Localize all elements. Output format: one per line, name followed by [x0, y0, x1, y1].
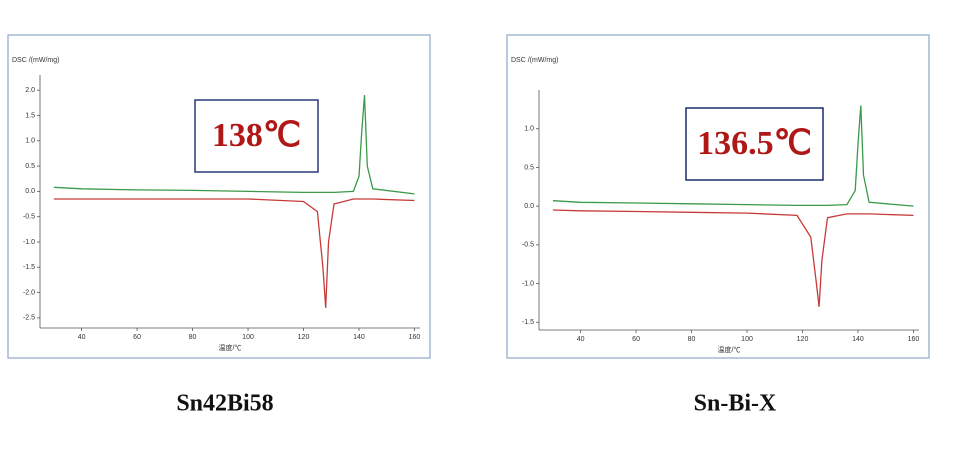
x-tick-label: 140: [852, 336, 864, 343]
caption: Sn42Bi58: [176, 391, 273, 417]
series-line: [53, 198, 415, 308]
series-line: [552, 105, 914, 207]
y-tick-label: 0.5: [25, 163, 35, 170]
x-axis-label: 温度/℃: [219, 343, 242, 352]
y-tick-label: 0.0: [524, 203, 534, 210]
x-tick-label: 160: [908, 336, 920, 343]
x-tick-label: 80: [189, 334, 197, 341]
y-tick-label: 0.5: [524, 164, 534, 171]
x-tick-label: 120: [797, 336, 809, 343]
y-tick-label: 0.0: [25, 188, 35, 195]
y-tick-label: -1.5: [23, 264, 35, 271]
annotation-box: [194, 99, 319, 173]
series-line: [552, 209, 914, 307]
y-axis-label: DSC /(mW/mg): [12, 57, 59, 64]
y-tick-label: -0.5: [23, 214, 35, 221]
x-tick-label: 40: [577, 336, 585, 343]
y-tick-label: 1.0: [25, 138, 35, 145]
x-tick-label: 140: [353, 334, 365, 341]
y-tick-label: -1.0: [23, 239, 35, 246]
y-axis-label: DSC /(mW/mg): [511, 57, 558, 64]
y-tick-label: -2.5: [23, 315, 35, 322]
chart-frame: [506, 34, 930, 359]
caption: Sn-Bi-X: [694, 391, 777, 417]
annotation-box: [685, 107, 824, 181]
x-tick-label: 100: [242, 334, 254, 341]
y-tick-label: -2.0: [23, 289, 35, 296]
y-tick-label: -0.5: [522, 242, 534, 249]
chart-frame: [7, 34, 431, 359]
y-tick-label: -1.0: [522, 280, 534, 287]
x-tick-label: 60: [133, 334, 141, 341]
series-line: [53, 95, 415, 195]
annotation: 138℃: [212, 117, 301, 154]
annotation: 136.5℃: [697, 125, 812, 162]
x-tick-label: 100: [741, 336, 753, 343]
x-tick-label: 60: [632, 336, 640, 343]
y-tick-label: 1.0: [524, 126, 534, 133]
y-tick-label: -1.5: [522, 319, 534, 326]
x-axis-label: 温度/℃: [718, 345, 741, 354]
y-tick-label: 1.5: [25, 112, 35, 119]
x-tick-label: 160: [409, 334, 421, 341]
x-tick-label: 120: [298, 334, 310, 341]
x-tick-label: 80: [688, 336, 696, 343]
x-tick-label: 40: [78, 334, 86, 341]
y-tick-label: 2.0: [25, 87, 35, 94]
